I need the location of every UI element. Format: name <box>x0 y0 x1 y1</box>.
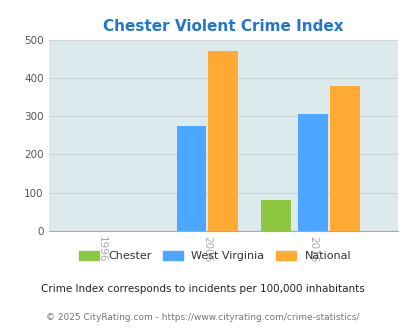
Text: © 2025 CityRating.com - https://www.cityrating.com/crime-statistics/: © 2025 CityRating.com - https://www.city… <box>46 313 359 322</box>
Bar <box>208 51 237 231</box>
Bar <box>298 114 327 231</box>
Bar <box>261 200 290 231</box>
Legend: Chester, West Virginia, National: Chester, West Virginia, National <box>75 247 355 266</box>
Bar <box>329 86 359 231</box>
Title: Chester Violent Crime Index: Chester Violent Crime Index <box>103 19 343 34</box>
Bar <box>176 126 206 231</box>
Text: Crime Index corresponds to incidents per 100,000 inhabitants: Crime Index corresponds to incidents per… <box>41 284 364 294</box>
